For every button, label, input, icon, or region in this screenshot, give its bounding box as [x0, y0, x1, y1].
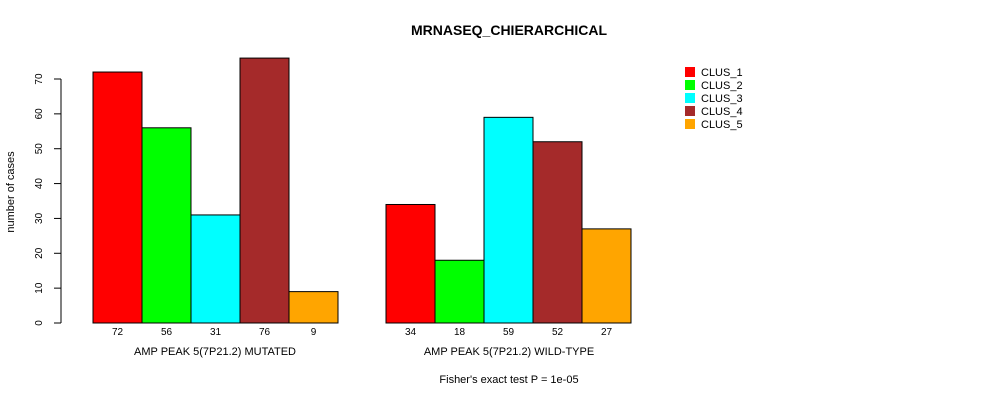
group-label-mutated: AMP PEAK 5(7P21.2) MUTATED: [134, 346, 296, 358]
legend-swatch: [685, 80, 695, 90]
legend-swatch: [685, 67, 695, 77]
bar-clus-2-group-2: [434, 259, 485, 324]
bar-clus-4-group-1: [239, 57, 290, 324]
legend-label: CLUS_1: [701, 67, 743, 79]
y-tick-label: 10: [34, 282, 45, 294]
legend-label: CLUS_2: [701, 80, 743, 92]
legend-swatch: [685, 93, 695, 103]
bar-value-label: 52: [552, 327, 564, 338]
y-tick-label: 30: [34, 212, 45, 224]
bar-clus-3-group-2: [483, 116, 534, 324]
bar-clus-5-group-2: [581, 228, 632, 324]
y-tick-label: 20: [34, 247, 45, 259]
bar-clus-4-group-2: [532, 141, 583, 324]
bars: [92, 57, 632, 324]
legend-label: CLUS_4: [701, 106, 743, 118]
bar-value-label: 9: [311, 327, 317, 338]
y-tick-label: 0: [34, 320, 45, 326]
group-label-wild-type: AMP PEAK 5(7P21.2) WILD-TYPE: [424, 346, 594, 358]
bar-clus-1-group-2: [385, 203, 436, 324]
bar-clus-2-group-1: [141, 127, 192, 324]
y-axis: 0 10 20 30 40 50 60 70: [34, 73, 62, 326]
bar-clus-3-group-1: [190, 214, 241, 324]
y-axis-label: number of cases: [5, 151, 17, 233]
bar-value-label: 59: [503, 327, 515, 338]
y-tick-label: 40: [34, 178, 45, 190]
bar-value-label: 27: [601, 327, 613, 338]
fisher-test-footnote: Fisher's exact test P = 1e-05: [439, 374, 578, 386]
y-tick-label: 50: [34, 143, 45, 155]
bar-clus-1-group-1: [92, 71, 143, 324]
bar-value-labels: 72 56 31 76 9 34 18 59 52 27: [112, 327, 613, 338]
bar-value-label: 76: [259, 327, 271, 338]
y-tick-label: 60: [34, 108, 45, 120]
bar-value-label: 18: [454, 327, 466, 338]
bar-value-label: 31: [210, 327, 222, 338]
y-tick-label: 70: [34, 73, 45, 85]
legend-swatch: [685, 106, 695, 116]
bar-value-label: 34: [405, 327, 417, 338]
chart-title: MRNASEQ_CHIERARCHICAL: [411, 22, 607, 38]
legend-swatch: [685, 119, 695, 129]
bar-value-label: 56: [161, 327, 173, 338]
bar-value-label: 72: [112, 327, 124, 338]
bar-clus-5-group-1: [288, 291, 339, 324]
legend-label: CLUS_5: [701, 119, 743, 131]
legend-label: CLUS_3: [701, 93, 743, 105]
